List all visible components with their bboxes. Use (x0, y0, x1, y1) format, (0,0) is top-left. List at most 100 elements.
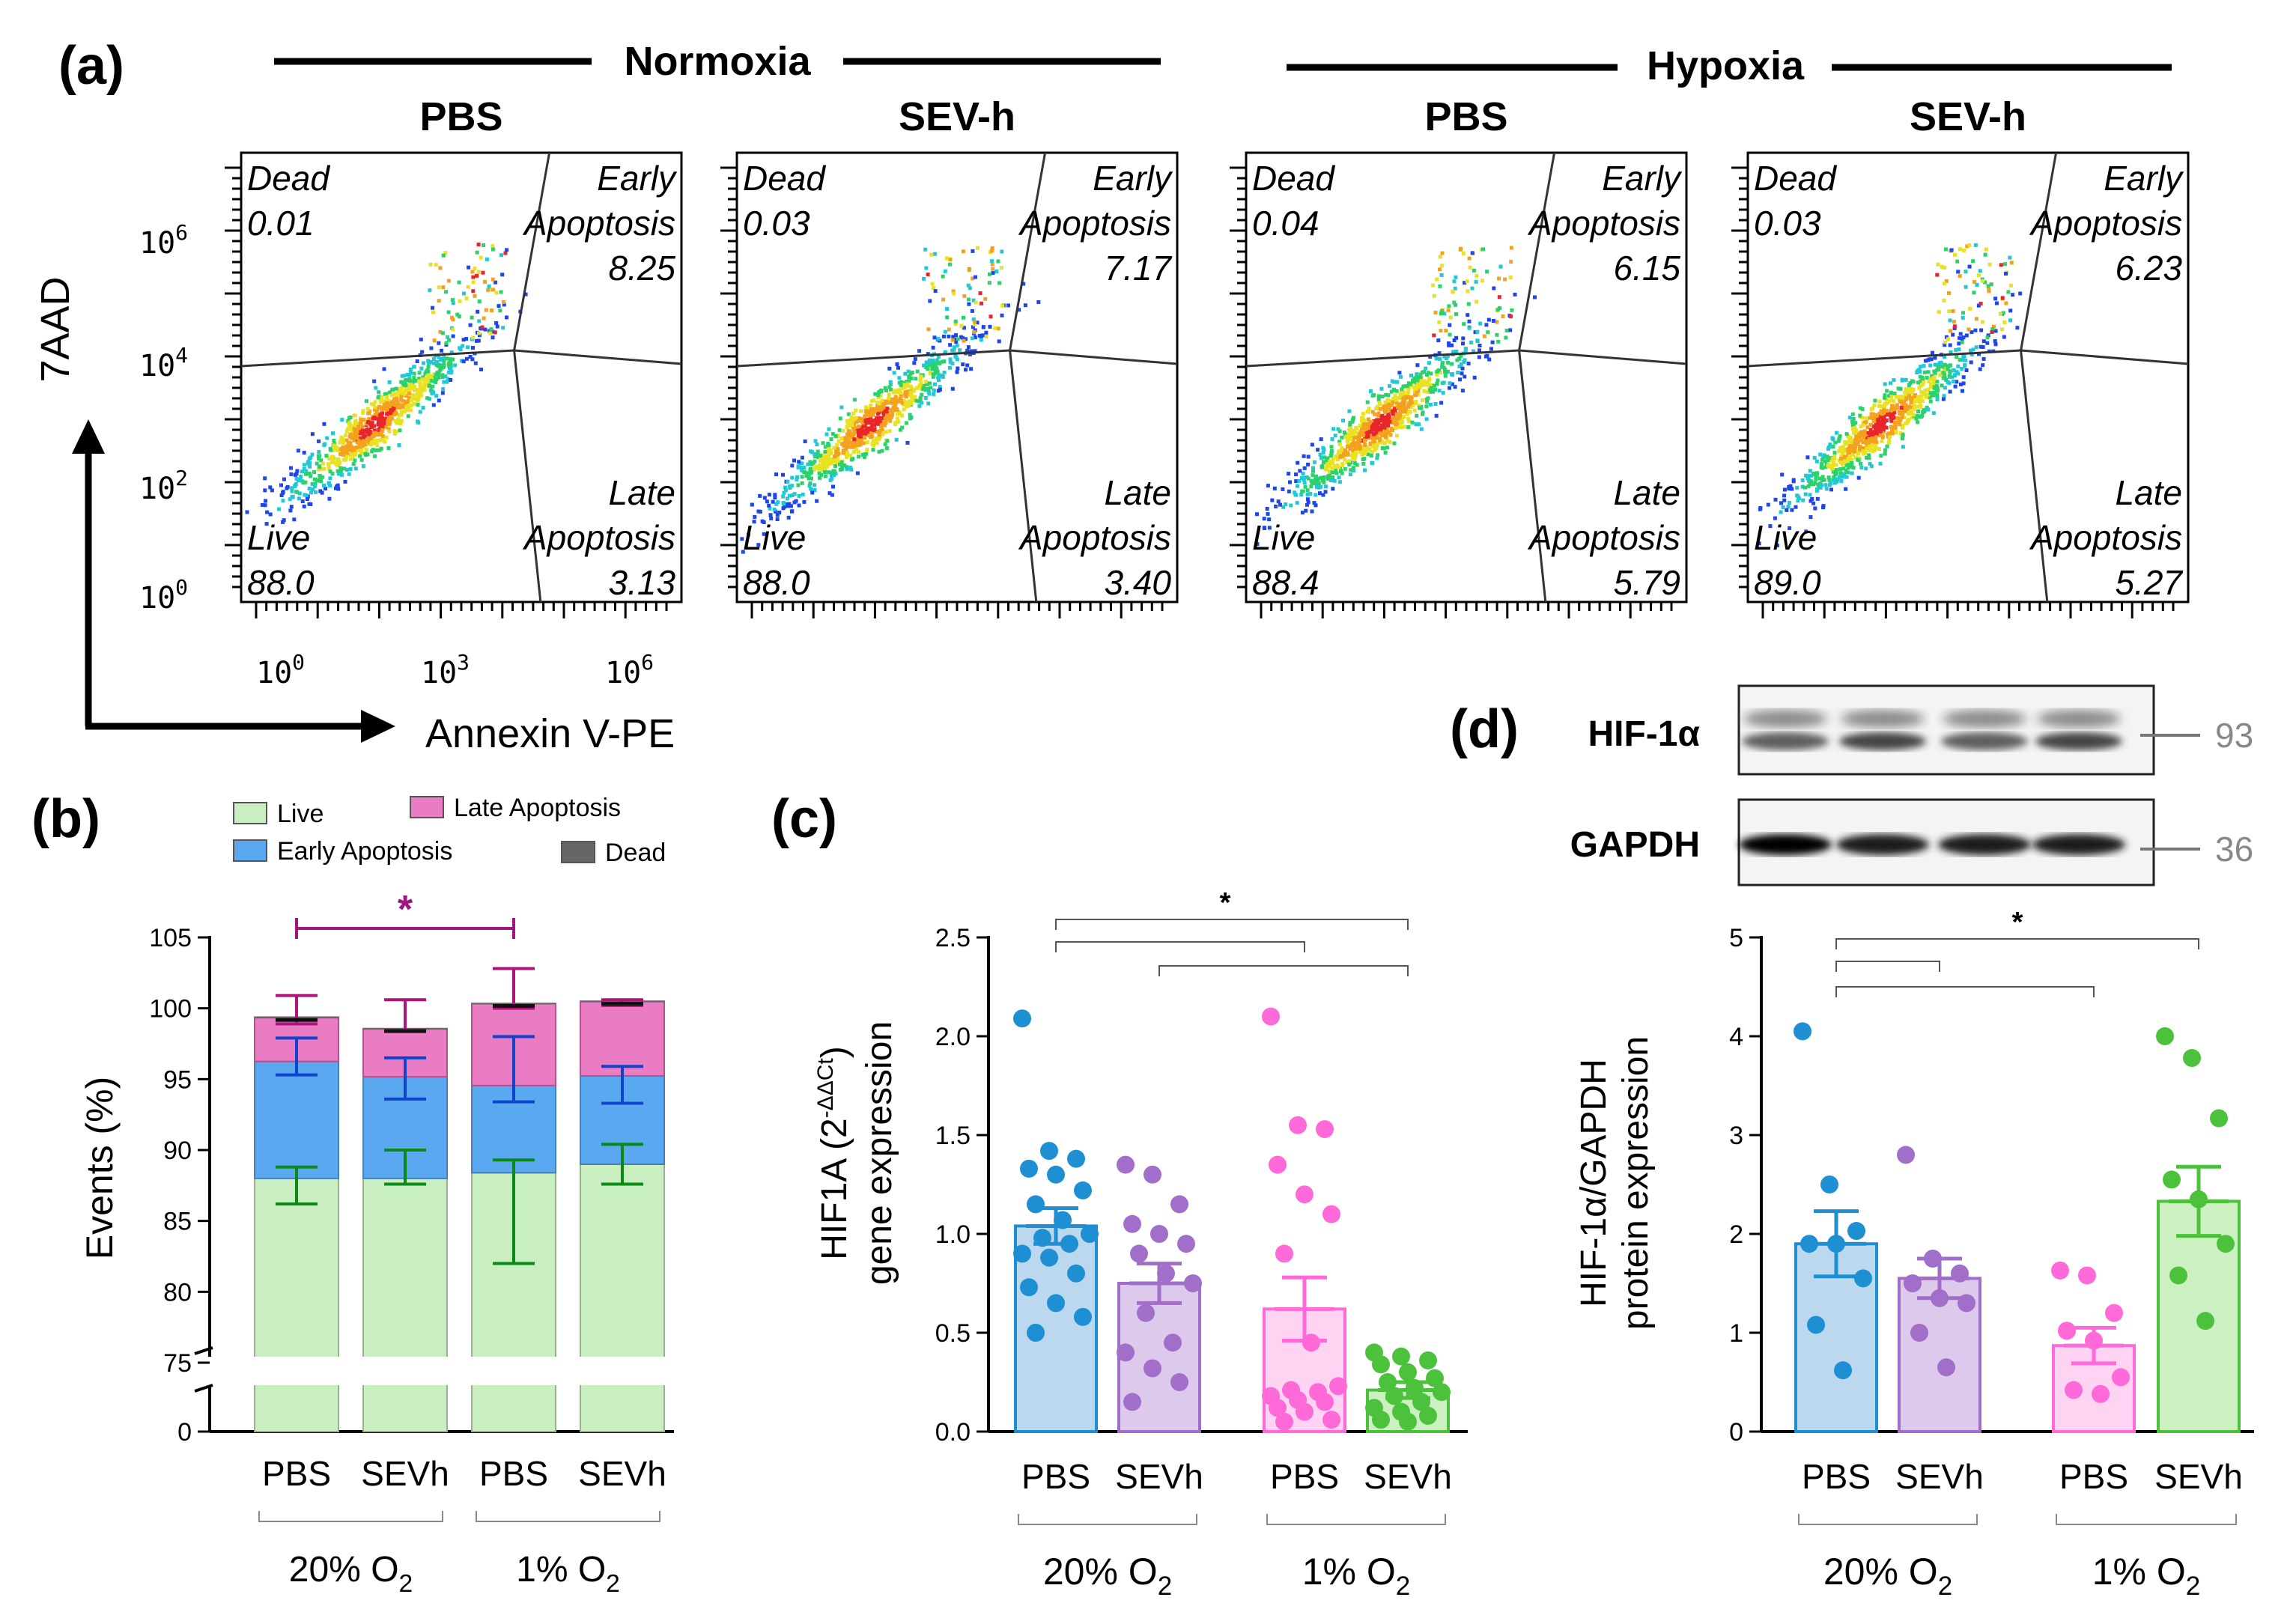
flow-event (917, 383, 922, 388)
flow-event (294, 490, 299, 494)
flow-event (366, 411, 371, 416)
flow-event (1408, 410, 1412, 414)
flow-event (1351, 436, 1355, 440)
flow-event (408, 380, 413, 384)
flow-event (1374, 407, 1379, 411)
flow-event (790, 475, 795, 480)
flow-event (495, 324, 499, 329)
flow-event (896, 388, 901, 392)
flow-event (1894, 431, 1898, 435)
flow-event (1458, 377, 1462, 382)
flow-event (407, 377, 412, 381)
flow-event (450, 298, 455, 302)
flow-event (1835, 479, 1839, 484)
blot-band (2035, 732, 2122, 750)
flow-event (808, 471, 813, 475)
flow-event (929, 360, 933, 365)
flow-event (1316, 478, 1320, 483)
flow-event (491, 329, 495, 334)
y-tick-label: 100 (149, 995, 192, 1024)
y-tick-label: 2.0 (935, 1023, 971, 1051)
flow-event (1978, 367, 1982, 371)
category-label: SEVh (1895, 1457, 1984, 1496)
flow-event (827, 449, 831, 453)
flow-event (377, 428, 381, 432)
flow-plot-title: SEV-h (1910, 94, 2026, 139)
flow-event (868, 421, 872, 425)
panel-a-label: (a) (58, 36, 124, 96)
flow-event (1310, 481, 1314, 486)
flow-event (871, 413, 875, 417)
flow-event (1325, 456, 1329, 460)
flow-event (367, 432, 371, 437)
flow-event (419, 366, 424, 371)
flow-event (1758, 506, 1763, 510)
flow-event (1806, 478, 1811, 481)
flow-event (1425, 373, 1429, 377)
flow-event (1845, 440, 1850, 445)
flow-event (359, 422, 363, 426)
flow-event (1907, 390, 1912, 395)
data-point (1123, 1214, 1141, 1233)
flow-event (1873, 398, 1877, 403)
flow-event (1428, 390, 1433, 395)
flow-event (903, 371, 908, 376)
flow-event (1862, 436, 1866, 440)
data-point (1020, 1159, 1038, 1178)
flow-event (1328, 478, 1333, 483)
flow-event (1787, 485, 1791, 489)
flow-event (994, 270, 999, 273)
flow-event (1391, 421, 1395, 425)
flow-event (1390, 417, 1394, 422)
flow-event (276, 507, 281, 511)
flow-event (1919, 379, 1923, 383)
flow-event (883, 442, 887, 446)
flow-event (810, 490, 815, 495)
flow-event (796, 483, 801, 487)
flow-event (931, 345, 935, 350)
flow-event (1916, 420, 1920, 425)
flow-event (834, 460, 839, 465)
flow-event (941, 274, 945, 279)
flow-event (1925, 407, 1930, 412)
flow-event (839, 436, 844, 440)
flow-event (789, 509, 794, 514)
flow-event (910, 371, 914, 374)
data-point (1419, 1406, 1437, 1425)
flow-event (876, 408, 881, 413)
flow-event (1366, 426, 1370, 430)
flow-event (1386, 420, 1391, 425)
data-point (2058, 1322, 2076, 1340)
flow-event (1809, 473, 1814, 478)
flow-event (1850, 412, 1855, 416)
flow-event (829, 473, 833, 478)
flow-event (883, 401, 887, 406)
category-label: SEVh (578, 1454, 666, 1493)
flow-event (1937, 310, 1941, 314)
flow-event (1858, 413, 1862, 418)
flow-event (416, 398, 420, 403)
flow-event (432, 376, 437, 380)
flow-event (428, 262, 433, 267)
flow-event (934, 363, 938, 368)
flow-event (1433, 387, 1437, 392)
flow-event (848, 419, 853, 424)
flow-event (1920, 377, 1925, 381)
flow-event (1951, 332, 1955, 337)
flow-event (384, 422, 389, 426)
flow-event (1453, 286, 1457, 291)
flow-event (1265, 507, 1269, 511)
flow-event (821, 459, 825, 463)
flow-event (310, 432, 315, 437)
flow-event (1757, 541, 1761, 546)
flow-ytick-exp: 6 (175, 220, 188, 245)
flow-event (1943, 355, 1946, 359)
flow-event (1447, 341, 1451, 345)
gate-line (1518, 152, 1556, 351)
flow-event (468, 323, 473, 327)
flow-event (1946, 337, 1950, 341)
flow-event (1969, 353, 1974, 357)
flow-event (390, 402, 395, 407)
flow-event (1345, 460, 1349, 464)
